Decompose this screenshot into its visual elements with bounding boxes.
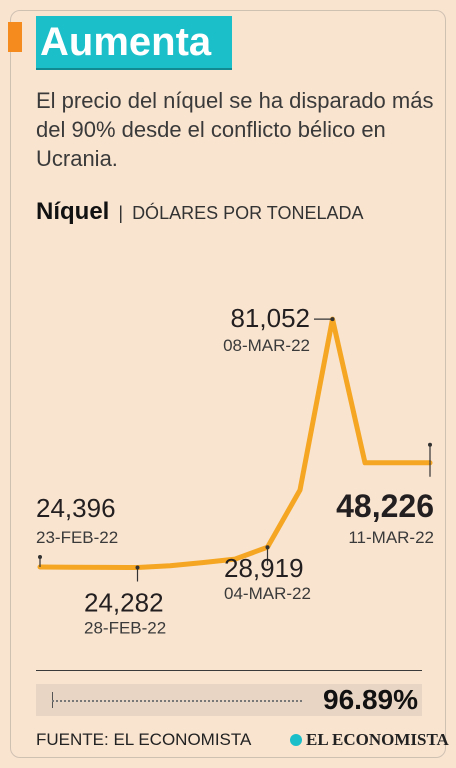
series-heading: Níquel | DÓLARES POR TONELADA bbox=[36, 198, 363, 226]
annotation-value-1: 24,282 bbox=[84, 588, 164, 618]
annotation-value-0: 24,396 bbox=[36, 493, 116, 523]
price-line bbox=[37, 316, 433, 570]
annotation-dot-4 bbox=[428, 442, 432, 447]
annotation-dot-3 bbox=[330, 317, 335, 322]
accent-bar bbox=[8, 22, 22, 52]
brand-logo: EL ECONOMISTA bbox=[290, 730, 449, 750]
annotation-value-4: 48,226 bbox=[336, 488, 434, 524]
annotation-date-2: 04-MAR-22 bbox=[224, 584, 311, 603]
card-frame bbox=[10, 10, 446, 758]
subtitle: El precio del níquel se ha disparado más… bbox=[36, 88, 434, 171]
annotation-value-2: 28,919 bbox=[224, 553, 304, 583]
change-percent: 96.89% bbox=[323, 684, 418, 715]
annotation-date-4: 11-MAR-22 bbox=[348, 528, 434, 547]
series-name: Níquel bbox=[36, 198, 110, 225]
annotation-value-3: 81,052 bbox=[230, 303, 310, 333]
change-summary: 96.89% bbox=[36, 684, 422, 716]
annotation-date-0: 23-FEB-22 bbox=[36, 528, 118, 547]
series-separator: | bbox=[118, 203, 124, 223]
brand-name: EL ECONOMISTA bbox=[306, 730, 449, 749]
globe-icon bbox=[290, 734, 302, 746]
source-note: FUENTE: EL ECONOMISTA bbox=[36, 730, 252, 749]
headline: Aumenta bbox=[36, 16, 232, 70]
annotation-date-3: 08-MAR-22 bbox=[223, 336, 310, 355]
divider-line bbox=[36, 670, 422, 671]
series-unit: DÓLARES POR TONELADA bbox=[132, 203, 364, 223]
annotation-date-1: 28-FEB-22 bbox=[84, 619, 166, 638]
annotation-dot-1 bbox=[135, 565, 140, 570]
annotation-dot-2 bbox=[265, 545, 270, 550]
annotation-dot-0 bbox=[38, 555, 42, 560]
summary-dotted-line bbox=[52, 700, 302, 702]
